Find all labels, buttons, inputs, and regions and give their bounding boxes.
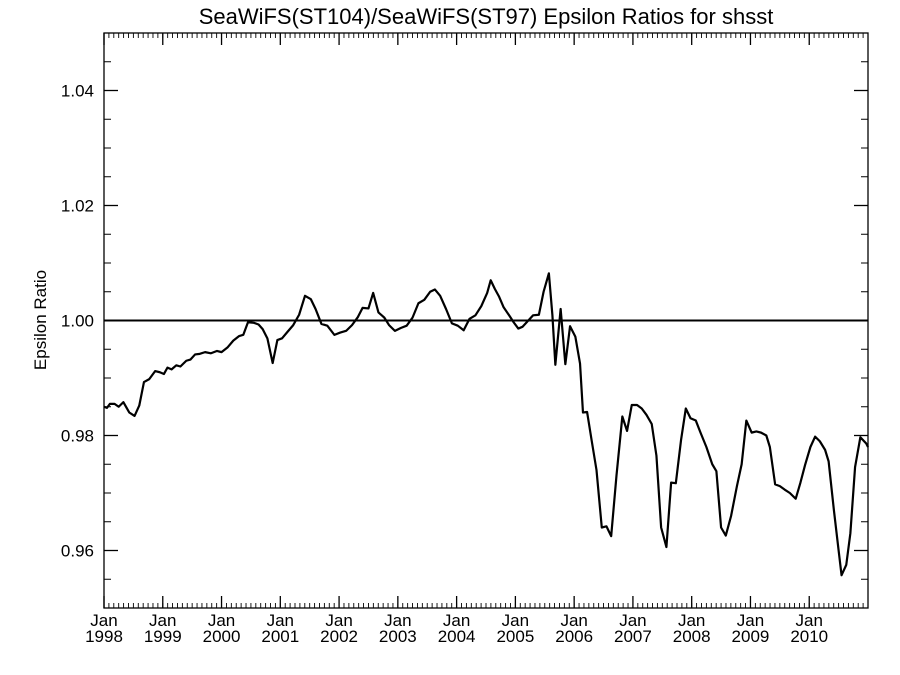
y-tick-label: 1.04 bbox=[61, 82, 94, 101]
plot-frame bbox=[103, 32, 869, 609]
x-tick-year-label: 2001 bbox=[261, 627, 299, 646]
x-tick-month-label: Jan bbox=[267, 611, 294, 630]
x-tick-month-label: Jan bbox=[208, 611, 235, 630]
x-tick-year-label: 1999 bbox=[144, 627, 182, 646]
y-tick-label: 1.00 bbox=[61, 312, 94, 331]
x-tick-year-label: 2010 bbox=[790, 627, 828, 646]
x-tick-year-label: 2000 bbox=[203, 627, 241, 646]
x-tick-month-label: Jan bbox=[149, 611, 176, 630]
x-tick-month-label: Jan bbox=[737, 611, 764, 630]
x-tick-year-label: 2002 bbox=[320, 627, 358, 646]
x-tick-month-label: Jan bbox=[90, 611, 117, 630]
x-tick-month-label: Jan bbox=[678, 611, 705, 630]
x-tick-year-label: 2004 bbox=[438, 627, 476, 646]
x-tick-month-label: Jan bbox=[560, 611, 587, 630]
x-tick-year-label: 2005 bbox=[496, 627, 534, 646]
x-tick-year-label: 2008 bbox=[673, 627, 711, 646]
x-tick-month-label: Jan bbox=[502, 611, 529, 630]
x-tick-year-label: 2006 bbox=[555, 627, 593, 646]
x-tick-month-label: Jan bbox=[619, 611, 646, 630]
series-line bbox=[103, 272, 869, 577]
x-tick-year-label: 2007 bbox=[614, 627, 652, 646]
tick-labels: 0.960.981.001.021.04Jan1998Jan1999Jan200… bbox=[61, 82, 828, 647]
chart-title: SeaWiFS(ST104)/SeaWiFS(ST97) Epsilon Rat… bbox=[199, 4, 774, 29]
y-tick-label: 0.98 bbox=[61, 427, 94, 446]
y-tick-label: 0.96 bbox=[61, 542, 94, 561]
x-tick-month-label: Jan bbox=[443, 611, 470, 630]
x-tick-year-label: 2009 bbox=[732, 627, 770, 646]
x-tick-year-label: 2003 bbox=[379, 627, 417, 646]
y-axis-label: Epsilon Ratio bbox=[31, 270, 50, 370]
x-tick-month-label: Jan bbox=[384, 611, 411, 630]
x-tick-year-label: 1998 bbox=[85, 627, 123, 646]
y-tick-label: 1.02 bbox=[61, 197, 94, 216]
axis-ticks bbox=[103, 32, 869, 609]
x-tick-month-label: Jan bbox=[325, 611, 352, 630]
x-tick-month-label: Jan bbox=[796, 611, 823, 630]
